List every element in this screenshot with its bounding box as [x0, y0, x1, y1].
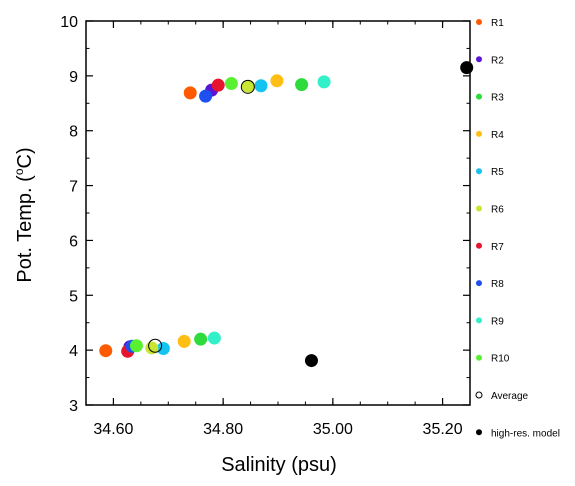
- legend-marker: [475, 391, 483, 399]
- legend-marker: [476, 56, 482, 63]
- point-r5: [254, 79, 268, 93]
- point-high-res-model: [460, 61, 474, 75]
- point-r1: [183, 86, 197, 100]
- x-tick-label: 34.80: [203, 421, 243, 438]
- y-tick-label: 7: [69, 179, 78, 196]
- point-r3: [194, 332, 208, 346]
- y-tick-label: 5: [69, 288, 78, 305]
- legend-label: R7: [491, 242, 504, 253]
- legend-label: R5: [491, 167, 504, 178]
- y-tick-label: 9: [69, 69, 78, 86]
- point-r6: [241, 79, 255, 93]
- point-r3: [295, 78, 309, 92]
- legend-marker: [476, 130, 482, 137]
- point-r7: [211, 78, 225, 92]
- legend-label: R2: [491, 55, 504, 66]
- legend-label: R10: [491, 354, 510, 365]
- y-axis: 3 4 5 6 7 8 9 10: [60, 14, 470, 415]
- legend-label: R8: [491, 279, 504, 290]
- legend-label: R4: [491, 130, 504, 141]
- point-r10: [224, 77, 238, 91]
- point-r9: [317, 75, 331, 89]
- x-tick-label: 35.20: [423, 421, 463, 438]
- x-tick-label: 35.00: [313, 421, 353, 438]
- x-axis: 34.60 34.80 35.00 35.20: [85, 21, 471, 438]
- point-r1: [99, 344, 113, 358]
- legend-marker: [476, 242, 482, 249]
- y-tick-label: 4: [69, 343, 78, 360]
- point-r10: [129, 339, 143, 353]
- legend-marker: [476, 429, 482, 436]
- legend-marker: [476, 93, 482, 100]
- legend-marker: [476, 317, 482, 324]
- point-average: [148, 338, 163, 353]
- legend-label: R3: [491, 93, 504, 104]
- y-tick-label: 10: [60, 14, 78, 31]
- point-average: [240, 79, 255, 94]
- y-axis-title: Pot. Temp. (oC): [12, 147, 36, 282]
- y-tick-label: 3: [69, 398, 78, 415]
- y-axis-title-end: C): [14, 147, 36, 168]
- legend-label: R6: [491, 205, 504, 216]
- x-axis-title: Salinity (psu): [221, 454, 337, 476]
- point-r8: [199, 89, 213, 103]
- point-r5: [156, 341, 170, 355]
- legend-marker: [476, 19, 482, 25]
- legend-label: R9: [491, 316, 504, 327]
- point-r4: [270, 74, 284, 88]
- data-markers: [99, 61, 474, 368]
- y-axis-title-main: Pot. Temp. (: [14, 175, 36, 283]
- point-high-res-model: [304, 354, 318, 368]
- legend-label: Average: [491, 391, 529, 402]
- y-tick-label: 6: [69, 233, 78, 250]
- y-axis-title-degree: o: [12, 168, 26, 175]
- legend-marker: [476, 354, 482, 361]
- legend-marker: [476, 280, 482, 287]
- legend-marker: [476, 205, 482, 212]
- point-r4: [177, 334, 191, 348]
- legend-label: R1: [491, 18, 504, 29]
- x-tick-label: 34.60: [93, 421, 133, 438]
- legend: R1 R2 R3 R4 R5 R6 R7 R8 R9 R10 Average high-res. mo…: [475, 18, 560, 439]
- point-r9: [207, 331, 221, 345]
- legend-label: high-res. model: [491, 428, 560, 439]
- y-tick-label: 8: [69, 124, 78, 141]
- legend-marker: [476, 168, 482, 175]
